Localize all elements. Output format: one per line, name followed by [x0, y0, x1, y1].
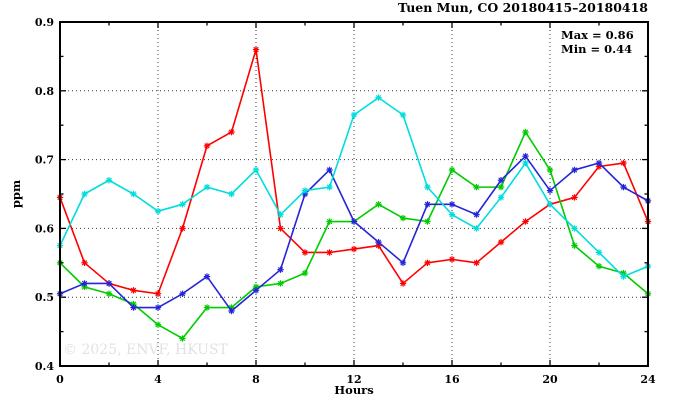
red-line — [56, 46, 652, 297]
y-axis-label: ppm — [9, 180, 23, 208]
svg-text:12: 12 — [346, 373, 361, 386]
green-line — [56, 128, 652, 342]
max-annotation: Max = 0.86 — [561, 28, 634, 42]
cyan-line — [56, 94, 652, 280]
svg-text:0: 0 — [56, 373, 64, 386]
svg-text:20: 20 — [542, 373, 558, 386]
svg-text:4: 4 — [154, 373, 162, 386]
data-series — [56, 46, 652, 342]
svg-text:0.9: 0.9 — [35, 16, 54, 29]
axis-ticks — [59, 21, 649, 367]
svg-text:0.6: 0.6 — [35, 222, 54, 235]
svg-text:24: 24 — [640, 373, 656, 386]
chart-title: Tuen Mun, CO 20180415–20180418 — [398, 0, 648, 15]
svg-text:0.8: 0.8 — [35, 85, 54, 98]
gridlines — [60, 22, 648, 366]
tick-labels: 0 4 8 12 16 20 24 0.4 0.5 0.6 0.7 0.8 0.9 — [35, 16, 656, 386]
svg-text:0.7: 0.7 — [35, 154, 54, 167]
min-annotation: Min = 0.44 — [561, 42, 632, 56]
svg-text:0.4: 0.4 — [35, 360, 54, 373]
x-axis-label: Hours — [334, 383, 373, 397]
svg-text:0.5: 0.5 — [35, 291, 54, 304]
blue-line — [56, 152, 652, 315]
svg-text:8: 8 — [252, 373, 260, 386]
watermark: © 2025, ENVF, HKUST — [63, 342, 229, 358]
svg-text:16: 16 — [444, 373, 460, 386]
